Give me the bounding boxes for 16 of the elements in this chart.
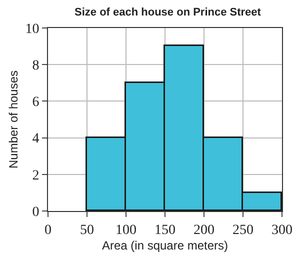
y-axis-title: Number of houses xyxy=(6,70,20,169)
y-tick-label: 10 xyxy=(25,22,40,37)
x-tick-label: 250 xyxy=(232,222,254,238)
x-tick-label: 300 xyxy=(272,222,292,238)
x-tick-label: 100 xyxy=(116,222,136,238)
x-tick-label: 200 xyxy=(194,222,214,238)
x-axis-title: Area (in square meters) xyxy=(102,238,228,253)
x-tick-label: 50 xyxy=(80,222,94,238)
chart-title: Size of each house on Prince Street xyxy=(74,6,262,19)
x-tick-label: 150 xyxy=(154,222,176,238)
y-tick-label: 6 xyxy=(32,95,40,110)
x-tick-label: 0 xyxy=(44,222,52,238)
y-tick-label: 0 xyxy=(32,204,40,220)
y-tick-label: 4 xyxy=(32,132,40,147)
y-tick-label: 2 xyxy=(32,168,40,184)
y-tick-label: 8 xyxy=(32,58,40,74)
